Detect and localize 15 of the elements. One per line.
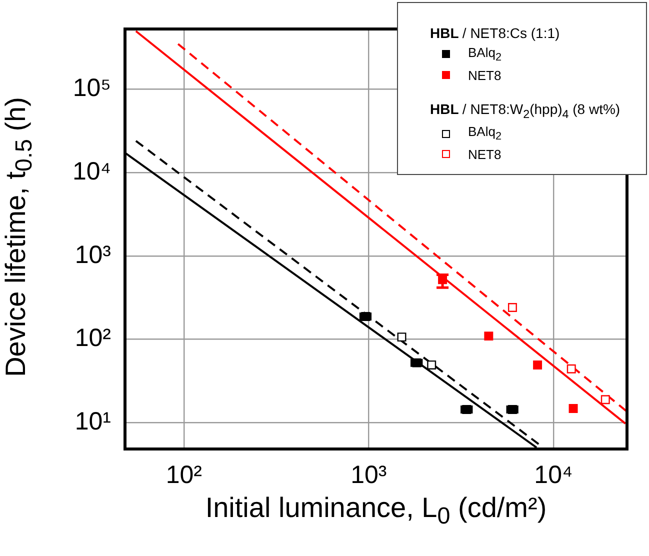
legend-label: BAlq$_{2}$ [468, 124, 502, 143]
legend-label: BAlq$_{2}$ [468, 45, 502, 64]
y-tick-label: 10³ [74, 240, 111, 269]
x-tick-label: 10⁴ [534, 460, 573, 489]
y-tick-label: 10² [74, 324, 111, 352]
annotation: HBL / NET8:W$_{2}$(hpp)$_{4}$ (8 wt%) [430, 100, 622, 120]
x-tick-label: 10² [166, 460, 202, 489]
annotation: HBL / NET8:Cs (1:1) [430, 25, 561, 41]
legend-label: NET8 [468, 68, 502, 83]
x-tick-label: 10³ [350, 460, 387, 489]
y-tick-label: 10¹ [74, 407, 111, 436]
y-tick-label: 10⁵ [72, 74, 111, 102]
y-tick-label: 10⁴ [72, 157, 111, 186]
x-axis-title: Initial luminance, L$_{0}$ (cd/m²) [204, 492, 548, 530]
legend-label: NET8 [468, 146, 502, 162]
